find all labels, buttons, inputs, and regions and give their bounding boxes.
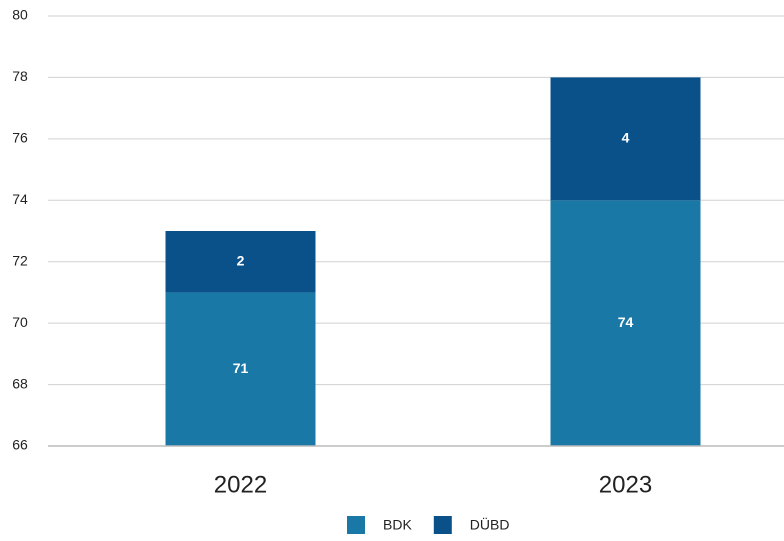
x-tick-label: 2022 — [214, 471, 267, 498]
bar-segment — [165, 231, 316, 293]
legend-swatch — [433, 516, 452, 534]
y-tick-label: 80 — [12, 7, 28, 23]
x-tick-label: 2023 — [599, 471, 652, 498]
value-label: 4 — [622, 130, 630, 146]
value-label: 71 — [233, 360, 249, 376]
value-label: 74 — [618, 314, 634, 330]
bar-segment — [550, 77, 701, 201]
y-tick-label: 74 — [12, 191, 28, 207]
legend-swatch — [347, 516, 365, 534]
y-tick-label: 72 — [12, 252, 28, 268]
y-tick-label: 76 — [12, 130, 28, 146]
y-tick-label: 66 — [12, 437, 28, 453]
legend-label: BDK — [383, 517, 412, 533]
value-label: 2 — [237, 252, 245, 268]
y-tick-label: 70 — [12, 314, 28, 330]
bar-segment — [550, 200, 701, 446]
legend-label: DÜBD — [470, 516, 510, 533]
y-tick-label: 68 — [12, 375, 28, 391]
y-tick-label: 78 — [12, 68, 28, 84]
bar-segment — [165, 292, 316, 446]
